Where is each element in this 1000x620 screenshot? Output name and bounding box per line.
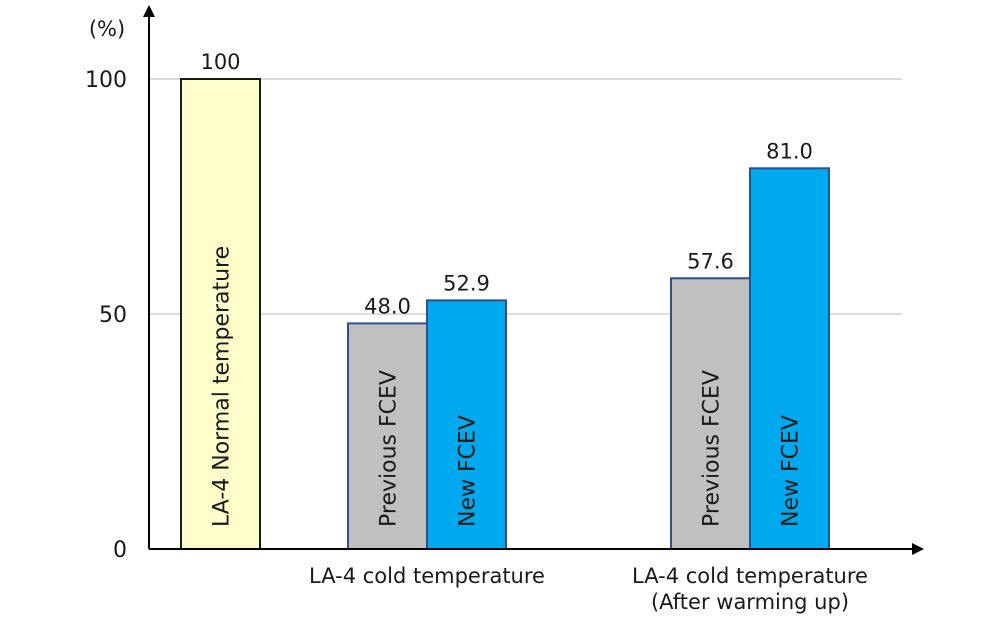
bar-value-label: 100 (200, 50, 240, 74)
y-tick-label: 0 (113, 538, 127, 563)
labels: 0 50 100 (%) 100 LA-4 Normal temperature 48.0 P… (85, 17, 868, 614)
bar-series-label: New FCEV (779, 415, 804, 527)
category-label: LA-4 cold temperature (309, 564, 545, 588)
bar-value-label: 48.0 (364, 294, 411, 318)
bar-series-label: LA-4 Normal temperature (210, 246, 235, 527)
x-axis-arrow (912, 543, 924, 555)
bar (347, 322, 428, 550)
bar-value-label: 57.6 (687, 249, 734, 273)
bar-series-label: Previous FCEV (377, 370, 402, 527)
y-tick-label: 50 (99, 303, 127, 328)
y-axis-arrow (143, 5, 155, 17)
bar-series-label: Previous FCEV (700, 370, 725, 527)
bar-value-label: 81.0 (766, 139, 813, 163)
y-unit-label: (%) (89, 17, 125, 41)
bar (670, 277, 751, 550)
category-label: (After warming up) (651, 590, 849, 614)
category-label: LA-4 cold temperature (632, 564, 868, 588)
axes (143, 5, 924, 555)
bar (749, 167, 830, 551)
y-tick-label: 100 (85, 68, 127, 93)
bar (426, 299, 507, 550)
bar (180, 78, 261, 550)
bars (180, 78, 830, 551)
bar-series-label: New FCEV (456, 415, 481, 527)
bar-value-label: 52.9 (443, 271, 490, 295)
